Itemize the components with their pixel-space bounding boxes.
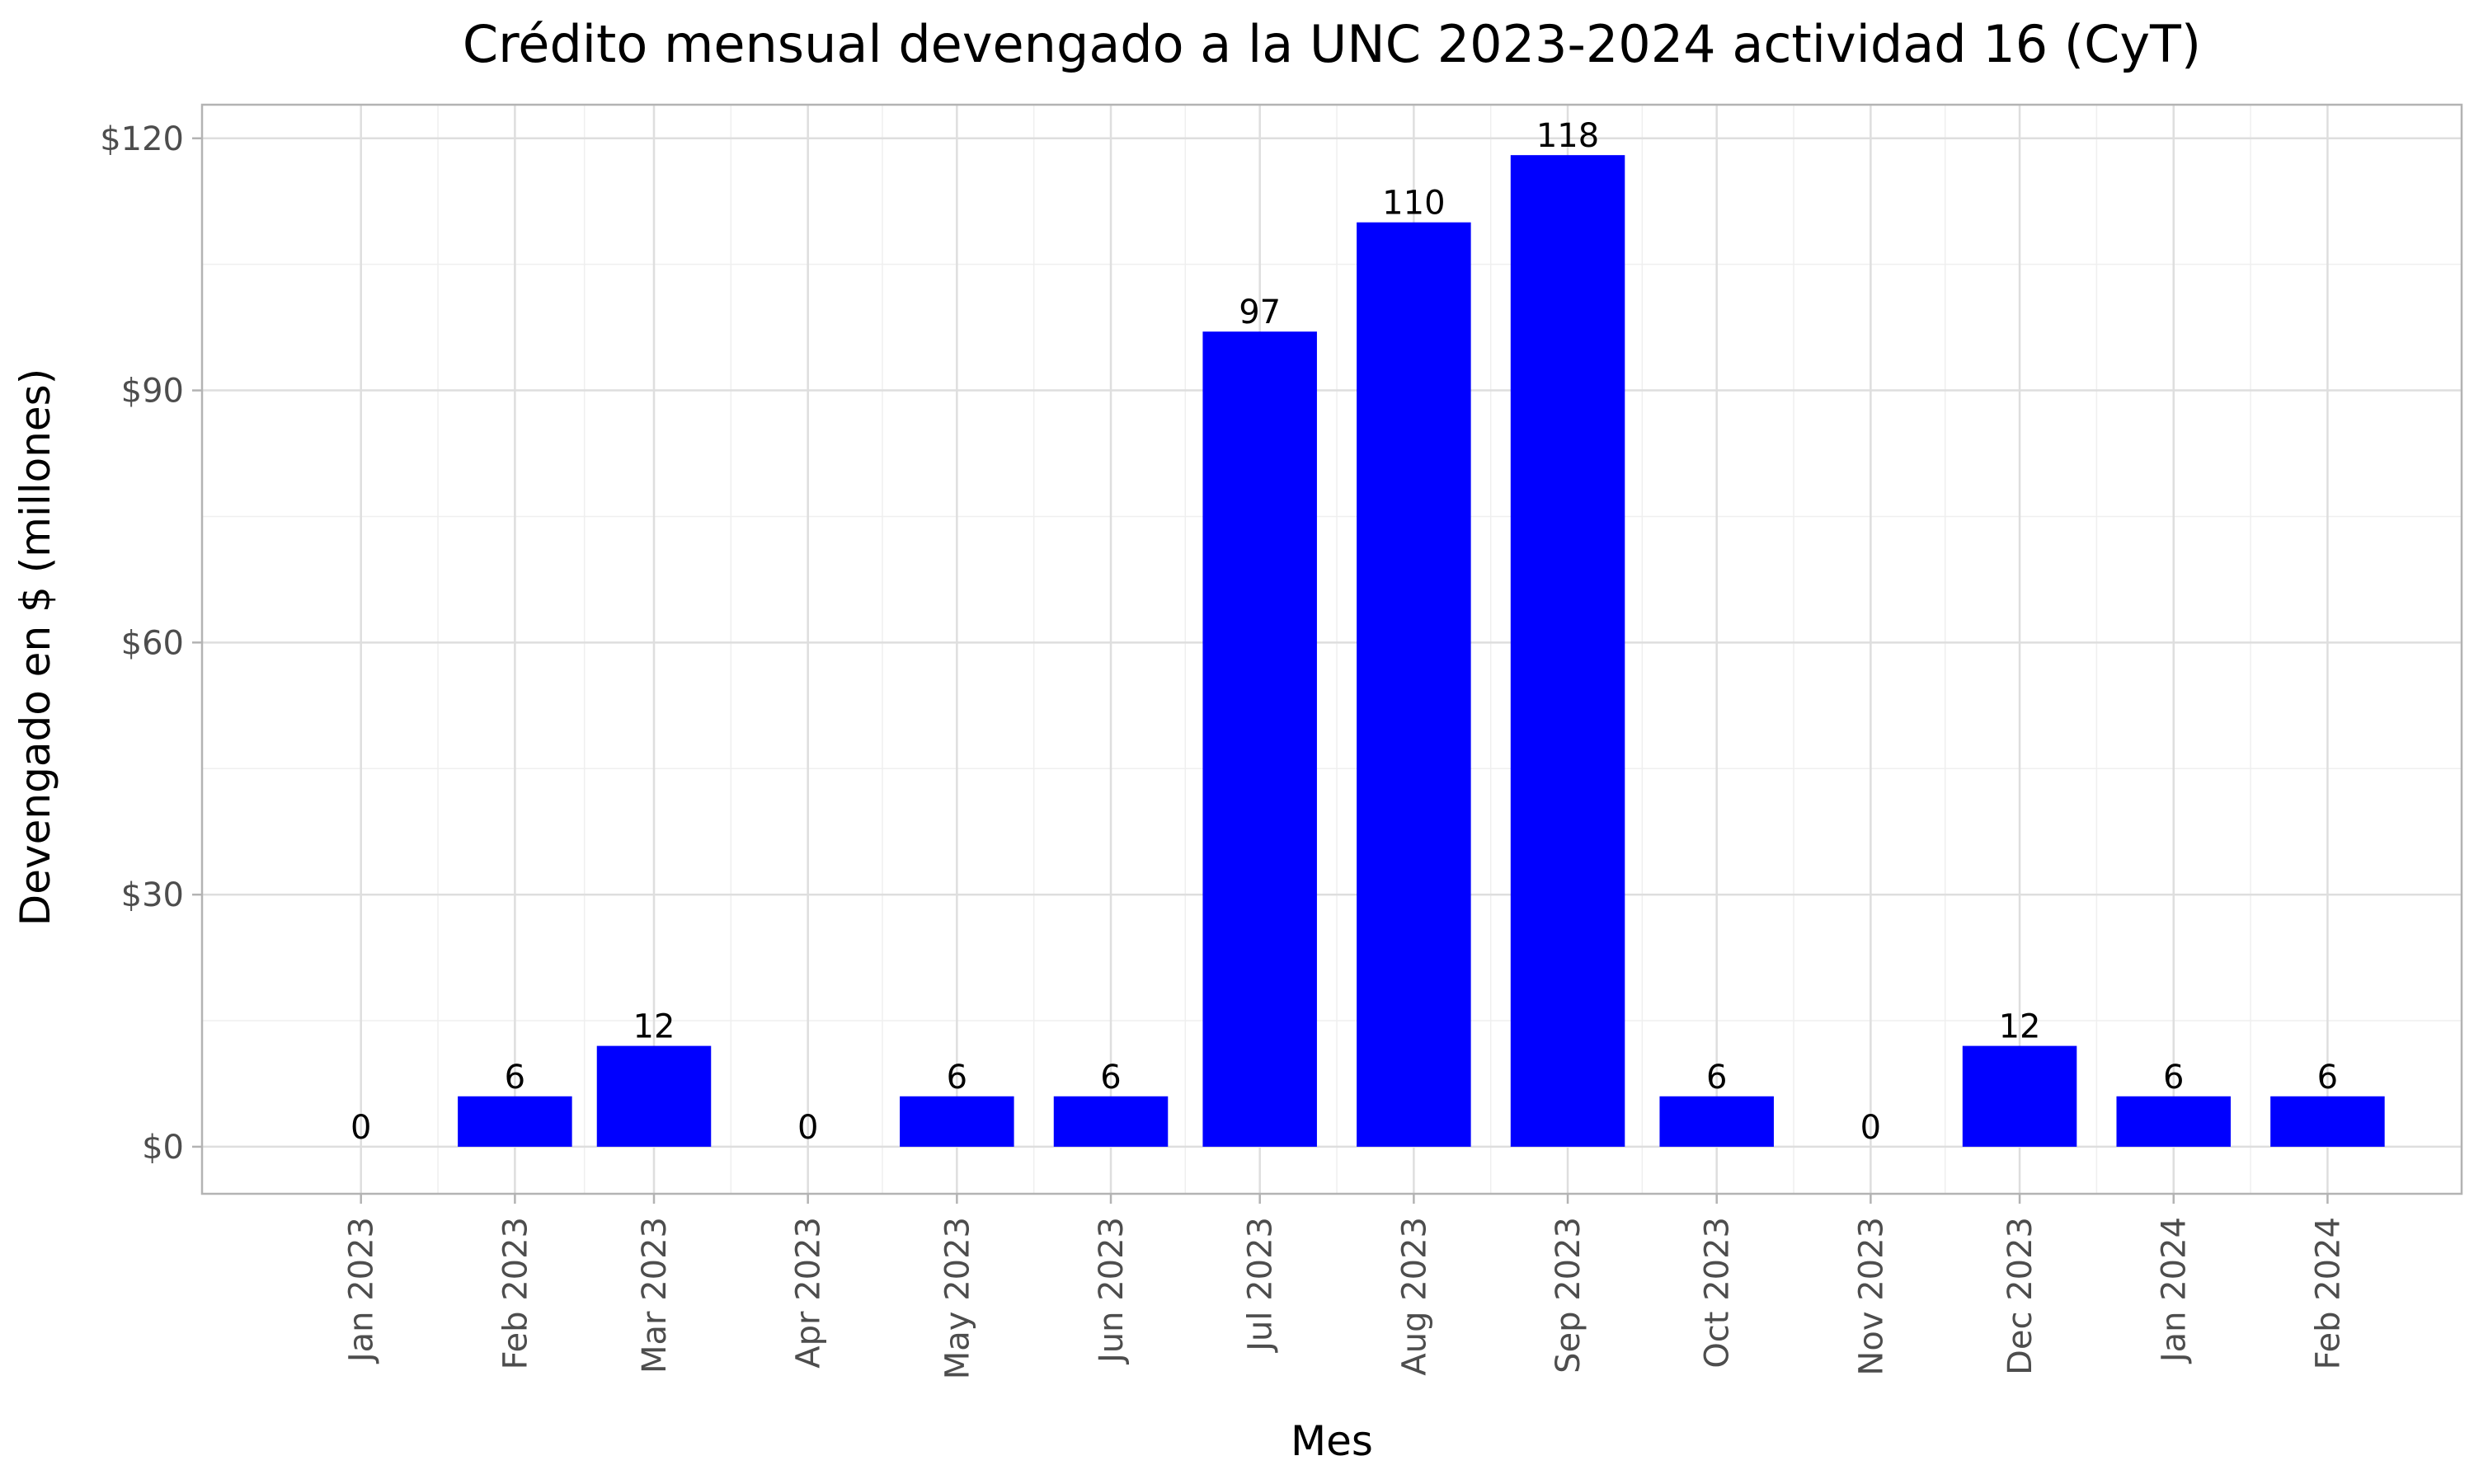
- data-label-0: 0: [350, 1109, 371, 1147]
- bar-7: [1357, 222, 1471, 1147]
- x-tick-label-13: Feb 2024: [2309, 1217, 2347, 1369]
- y-tick-label-0: $0: [142, 1129, 184, 1167]
- bar-6: [1202, 331, 1317, 1147]
- x-tick-label-3: Apr 2023: [790, 1217, 828, 1369]
- panel-border: [200, 103, 2463, 1195]
- data-label-7: 110: [1382, 185, 1445, 223]
- x-tick-label-10: Nov 2023: [1852, 1217, 1890, 1376]
- data-label-1: 6: [505, 1059, 525, 1097]
- bar-1: [458, 1096, 572, 1147]
- data-label-3: 0: [797, 1109, 818, 1147]
- x-tick-label-6: Jul 2023: [1242, 1217, 1280, 1354]
- x-tick-label-7: Aug 2023: [1395, 1217, 1433, 1376]
- y-tick-label-3: $90: [121, 373, 184, 411]
- bar-5: [1053, 1096, 1169, 1147]
- x-tick-label-8: Sep 2023: [1550, 1217, 1587, 1374]
- bar-13: [2270, 1096, 2385, 1147]
- bars: [458, 155, 2385, 1147]
- bar-4: [900, 1096, 1014, 1147]
- data-label-2: 12: [633, 1008, 675, 1046]
- data-label-10: 0: [1860, 1109, 1881, 1147]
- y-tick-label-1: $30: [121, 876, 184, 914]
- data-label-8: 118: [1536, 117, 1599, 155]
- x-tick-label-12: Jan 2024: [2156, 1217, 2194, 1364]
- x-tick-label-2: Mar 2023: [636, 1217, 674, 1374]
- x-tick-label-11: Dec 2023: [2001, 1217, 2039, 1375]
- x-tick-label-1: Feb 2023: [496, 1217, 534, 1369]
- x-tick-label-4: May 2023: [938, 1217, 976, 1379]
- y-axis-title: Devengado en $ (millones): [12, 369, 59, 926]
- bar-8: [1510, 155, 1625, 1147]
- data-label-6: 97: [1239, 294, 1281, 331]
- grid: [202, 105, 2462, 1194]
- x-axis-title: Mes: [1291, 1417, 1373, 1465]
- bar-12: [2116, 1096, 2231, 1147]
- bar-11: [1962, 1045, 2077, 1147]
- x-tick-label-5: Jun 2023: [1093, 1217, 1131, 1365]
- data-label-9: 6: [1706, 1059, 1727, 1097]
- data-labels: 0 6 12 0 6 6 97 110 118 6 0 12 6 6: [350, 117, 2338, 1147]
- chart-title: Crédito mensual devengado a la UNC 2023-…: [463, 14, 2201, 74]
- y-tick-label-4: $120: [100, 120, 184, 158]
- data-label-11: 12: [1999, 1008, 2041, 1046]
- x-tick-label-9: Oct 2023: [1699, 1217, 1737, 1369]
- y-axis: $0 $30 $60 $90 $120: [100, 120, 202, 1167]
- data-label-12: 6: [2163, 1059, 2184, 1097]
- x-tick-label-0: Jan 2023: [343, 1217, 381, 1364]
- bar-2: [596, 1045, 712, 1147]
- data-label-13: 6: [2317, 1059, 2338, 1097]
- data-label-4: 6: [947, 1059, 967, 1097]
- bar-9: [1659, 1096, 1774, 1147]
- x-axis: Jan 2023 Feb 2023 Mar 2023 Apr 2023 May 2023…: [343, 1194, 2347, 1379]
- data-label-5: 6: [1100, 1059, 1121, 1097]
- y-tick-label-2: $60: [121, 624, 184, 662]
